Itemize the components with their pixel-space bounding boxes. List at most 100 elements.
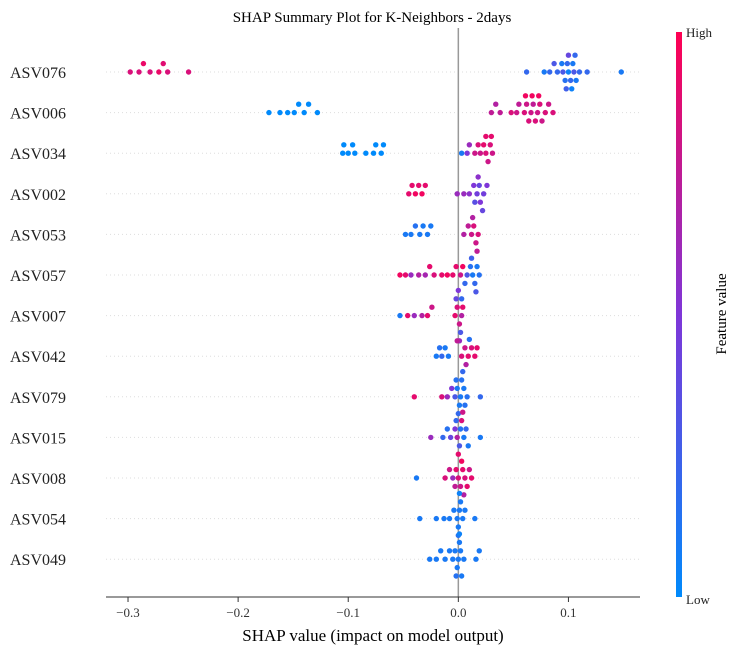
feature-label-asv076: ASV076: [10, 65, 66, 82]
shap-point-asv034: [483, 133, 489, 140]
shap-point-asv079: [477, 394, 484, 400]
shap-point-asv053: [465, 223, 471, 229]
data-points: [127, 52, 624, 579]
shap-point-asv034: [489, 150, 496, 156]
feature-label-asv034: ASV034: [10, 146, 66, 163]
shap-point-asv007: [460, 304, 466, 310]
shap-point-asv076: [147, 69, 153, 75]
shap-point-asv049: [457, 548, 464, 554]
shap-point-asv053: [471, 223, 477, 229]
shap-point-asv053: [420, 223, 426, 229]
feature-labels: ASV076 ASV006 ASV034 ASV002 ASV053 ASV057 ASV0…: [10, 65, 66, 569]
shap-point-asv049: [455, 556, 462, 562]
shap-point-asv042: [439, 353, 445, 359]
shap-point-asv057: [427, 263, 433, 270]
feature-label-asv002: ASV002: [10, 187, 66, 204]
shap-point-asv007: [452, 312, 458, 319]
shap-point-asv079: [455, 410, 462, 417]
shap-point-asv054: [417, 515, 423, 522]
shap-point-asv049: [456, 539, 463, 546]
shap-point-asv057: [467, 263, 474, 270]
shap-point-asv034: [480, 142, 487, 148]
shap-point-asv008: [457, 483, 464, 490]
shap-point-asv002: [476, 182, 482, 189]
shap-point-asv054: [462, 507, 468, 513]
shap-point-asv006: [536, 93, 542, 99]
shap-point-asv034: [345, 150, 351, 156]
shap-point-asv008: [452, 483, 458, 490]
shap-point-asv006: [508, 109, 514, 116]
shap-point-asv049: [433, 556, 440, 562]
shap-point-asv079: [464, 394, 470, 400]
shap-point-asv042: [465, 353, 471, 359]
shap-point-asv042: [462, 345, 468, 351]
feature-label-asv079: ASV079: [10, 390, 66, 407]
shap-point-asv054: [433, 515, 440, 522]
shap-point-asv076: [564, 60, 571, 67]
shap-point-asv006: [530, 101, 536, 107]
shap-point-asv057: [453, 263, 459, 270]
shap-point-asv054: [456, 490, 463, 497]
shap-point-asv008: [453, 466, 459, 473]
shap-point-asv002: [480, 191, 487, 197]
shap-point-asv002: [419, 191, 425, 197]
shap-point-asv076: [156, 69, 162, 75]
shap-point-asv008: [442, 475, 448, 481]
shap-point-asv007: [429, 304, 435, 310]
shap-point-asv053: [417, 231, 423, 238]
shap-point-asv057: [402, 272, 409, 278]
shap-point-asv076: [551, 60, 557, 67]
shap-point-asv054: [454, 515, 460, 522]
shap-point-asv015: [428, 434, 434, 441]
shap-point-asv034: [475, 142, 481, 148]
shap-point-asv006: [305, 101, 312, 107]
shap-point-asv079: [462, 402, 468, 408]
shap-point-asv049: [453, 573, 459, 579]
shap-point-asv002: [409, 182, 415, 189]
shap-point-asv034: [488, 133, 495, 140]
shap-point-asv034: [352, 150, 358, 156]
shap-point-asv053: [474, 248, 480, 254]
shap-point-asv053: [475, 231, 481, 238]
shap-point-asv002: [474, 191, 480, 197]
shap-point-asv006: [526, 118, 532, 124]
shap-point-asv015: [444, 426, 451, 432]
shap-point-asv015: [447, 434, 454, 441]
shap-point-asv054: [456, 507, 463, 513]
shap-point-asv057: [473, 289, 479, 295]
shap-point-asv006: [539, 118, 545, 124]
shap-point-asv008: [450, 475, 456, 481]
shap-point-asv053: [428, 223, 434, 229]
colorbar: [676, 32, 682, 597]
shap-point-asv008: [461, 492, 467, 498]
shap-point-asv002: [461, 191, 467, 197]
shap-point-asv076: [584, 69, 590, 75]
shap-point-asv049: [450, 556, 456, 562]
shap-point-asv079: [456, 402, 463, 408]
shap-point-asv042: [463, 361, 469, 368]
shap-point-asv007: [458, 312, 465, 319]
shap-point-asv002: [471, 182, 477, 189]
shap-point-asv042: [442, 345, 448, 351]
shap-point-asv049: [442, 556, 448, 562]
shap-point-asv034: [464, 150, 470, 156]
shap-point-asv076: [554, 69, 561, 75]
shap-point-asv034: [349, 142, 356, 148]
shap-point-asv057: [439, 272, 445, 278]
shap-point-asv079: [458, 377, 465, 383]
shap-point-asv002: [454, 191, 460, 197]
shap-point-asv076: [559, 60, 565, 67]
shap-point-asv006: [550, 109, 556, 116]
shap-point-asv042: [445, 353, 452, 359]
shap-point-asv054: [441, 515, 447, 522]
shap-point-asv076: [547, 69, 553, 75]
shap-point-asv057: [476, 272, 482, 278]
shap-point-asv007: [455, 287, 462, 294]
feature-label-asv053: ASV053: [10, 227, 66, 244]
shap-point-asv053: [461, 231, 467, 238]
shap-point-asv006: [277, 109, 283, 116]
shap-point-asv076: [563, 86, 569, 92]
x-tick-label: −0.2: [226, 605, 250, 620]
shap-point-asv015: [456, 443, 463, 449]
shap-point-asv034: [363, 150, 369, 156]
